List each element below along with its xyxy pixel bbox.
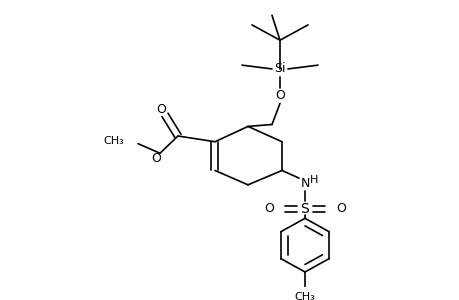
Text: Si: Si [274, 62, 285, 76]
Text: CH₃: CH₃ [103, 136, 124, 146]
Text: O: O [274, 89, 284, 102]
Text: S: S [300, 202, 309, 216]
Text: N: N [300, 177, 309, 190]
Text: O: O [336, 202, 345, 215]
Text: H: H [309, 175, 318, 185]
Text: O: O [156, 103, 166, 116]
Text: CH₃: CH₃ [294, 292, 315, 300]
Text: O: O [151, 152, 161, 164]
Text: O: O [263, 202, 274, 215]
